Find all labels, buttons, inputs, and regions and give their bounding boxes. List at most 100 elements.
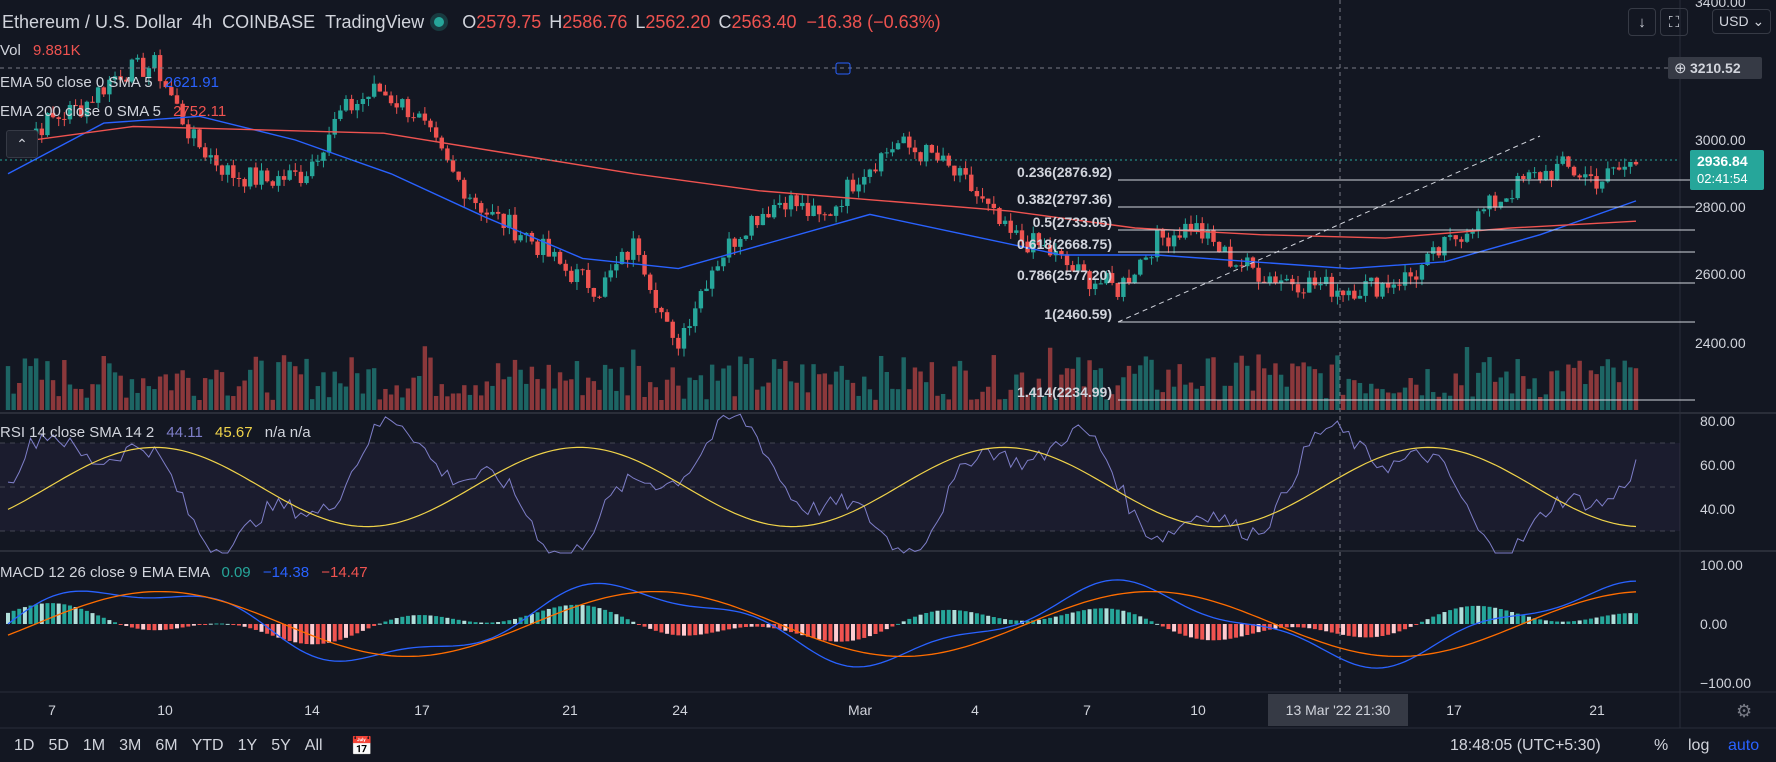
volume-bar xyxy=(371,368,377,410)
macd-histogram-bar xyxy=(1081,610,1086,624)
volume-bar xyxy=(1126,365,1132,410)
time-axis-tick: Mar xyxy=(848,702,872,718)
candle-body xyxy=(1442,236,1447,256)
volume-bar xyxy=(405,388,411,410)
candle-body xyxy=(1425,253,1430,266)
tf-3m[interactable]: 3M xyxy=(119,737,142,754)
macd-histogram-bar xyxy=(1160,624,1165,627)
symbol-name[interactable]: Ethereum / U.S. Dollar xyxy=(2,11,183,32)
clock[interactable]: 18:48:05 (UTC+5:30) xyxy=(1450,737,1601,754)
price-axis-tick: 2400.00 xyxy=(1695,335,1746,351)
collapse-legend-button[interactable]: ⌃ xyxy=(6,130,38,158)
ema200-legend[interactable]: EMA 200 close 0 SMA 5 2752.11 xyxy=(0,103,226,120)
candle-body xyxy=(833,206,839,216)
macd-histogram-bar xyxy=(901,621,906,624)
volume-bar xyxy=(219,372,225,410)
volume-bar xyxy=(816,374,822,410)
candle-body xyxy=(360,99,366,104)
volume-bar xyxy=(1498,377,1504,410)
countdown-value: 02:41:54 xyxy=(1697,171,1748,186)
volume-bar xyxy=(332,371,337,410)
macd-histogram-bar xyxy=(22,607,27,624)
volume-bar xyxy=(518,369,523,410)
macd-histogram-bar xyxy=(535,612,540,624)
log-toggle[interactable]: log xyxy=(1688,737,1710,754)
volume-bar xyxy=(1228,385,1233,410)
volume-bar xyxy=(726,365,732,410)
macd-histogram-bar xyxy=(507,620,512,624)
last-price-value: 2936.84 xyxy=(1697,153,1748,169)
macd-histogram-bar xyxy=(310,624,315,645)
macd-legend[interactable]: MACD 12 26 close 9 EMA EMA 0.09 −14.38 −… xyxy=(0,564,368,581)
currency-selector[interactable]: USD ⌄ xyxy=(1712,9,1772,34)
volume-bar xyxy=(1093,370,1098,410)
tf-1m[interactable]: 1M xyxy=(82,737,106,754)
volume-bar xyxy=(1464,347,1470,410)
candle-body xyxy=(749,215,754,236)
tf-1y[interactable]: 1Y xyxy=(237,737,258,754)
tf-5y[interactable]: 5Y xyxy=(271,737,291,754)
price-axis-tick: 2800.00 xyxy=(1695,199,1746,215)
volume-bar xyxy=(197,399,202,410)
volume-bar xyxy=(839,365,844,410)
macd-histogram-bar xyxy=(1397,624,1402,632)
macd-histogram-bar xyxy=(974,613,979,624)
macd-histogram-bar xyxy=(834,624,839,642)
fullscreen-icon[interactable]: ⛶ xyxy=(1660,8,1688,36)
macd-histogram-bar xyxy=(28,605,33,624)
volume-bar xyxy=(1357,382,1363,410)
candle-body xyxy=(219,165,225,175)
volume-bar xyxy=(1554,370,1560,410)
volume-bar xyxy=(1391,393,1396,410)
open-value: 2579.75 xyxy=(476,11,542,32)
auto-toggle[interactable]: auto xyxy=(1728,737,1760,754)
tf-6m[interactable]: 6M xyxy=(155,737,178,754)
volume-bar xyxy=(462,385,467,410)
volume-bar xyxy=(890,388,895,410)
candle-body xyxy=(766,213,771,218)
volume-bar xyxy=(1273,363,1278,410)
macd-histogram-bar xyxy=(1267,624,1272,630)
candle-body xyxy=(140,57,146,77)
volume-bar xyxy=(715,380,720,410)
volume-bar xyxy=(1611,367,1616,410)
macd-histogram-bar xyxy=(1194,624,1199,639)
macd-histogram-bar xyxy=(113,622,118,624)
date-range-icon[interactable]: 📅 xyxy=(350,735,373,756)
macd-histogram-bar xyxy=(180,624,185,628)
volume-bar xyxy=(191,395,197,410)
ema50-legend[interactable]: EMA 50 close 0 SMA 5 2621.91 xyxy=(0,74,219,91)
macd-histogram-bar xyxy=(693,624,698,636)
macd-histogram-bar xyxy=(479,622,484,624)
bottom-toolbar: 1D 5D 1M 3M 6M YTD 1Y 5Y All 📅 18:48:05 … xyxy=(0,730,1776,762)
tf-5d[interactable]: 5D xyxy=(48,737,69,754)
interval[interactable]: 4h xyxy=(192,11,213,32)
macd-histogram-bar xyxy=(929,611,934,624)
macd-histogram-bar xyxy=(366,624,371,629)
volume-bar xyxy=(535,379,540,410)
volume-bar xyxy=(1109,394,1115,410)
candle-body xyxy=(304,176,309,184)
candle-body xyxy=(952,165,957,176)
volume-bar xyxy=(366,369,371,410)
candle-body xyxy=(1042,245,1047,247)
rsi-legend[interactable]: RSI 14 close SMA 14 2 44.11 45.67 n/a n/… xyxy=(0,424,311,441)
down-arrow-icon[interactable]: ↓ xyxy=(1628,8,1656,36)
macd-histogram-bar xyxy=(580,605,585,624)
tf-ytd[interactable]: YTD xyxy=(191,737,224,754)
candle-body xyxy=(1301,292,1306,294)
tf-all[interactable]: All xyxy=(304,737,323,754)
macd-histogram-bar xyxy=(614,614,619,624)
volume-bar xyxy=(400,397,405,410)
macd-histogram-bar xyxy=(473,622,478,624)
volume-legend[interactable]: Vol 9.881K xyxy=(0,42,81,59)
tf-1d[interactable]: 1D xyxy=(14,737,35,754)
candle-body xyxy=(518,235,523,241)
macd-histogram-bar xyxy=(1205,624,1210,641)
candle-body xyxy=(484,212,490,215)
percent-toggle[interactable]: % xyxy=(1654,737,1669,754)
volume-bar xyxy=(1115,385,1120,410)
candle-body xyxy=(1064,254,1070,266)
candle-body xyxy=(743,235,749,239)
